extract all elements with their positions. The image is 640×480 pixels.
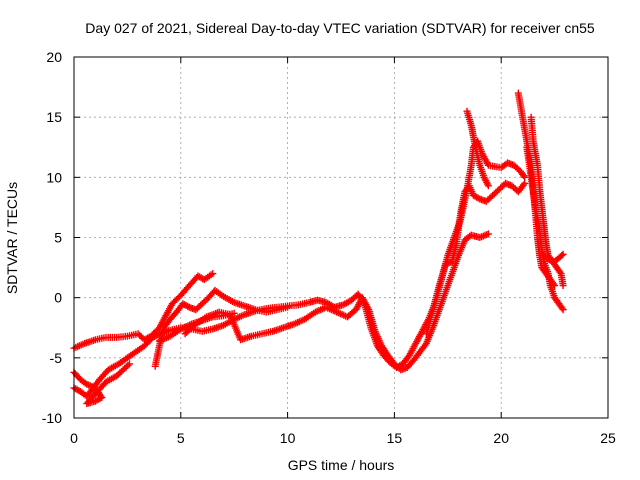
y-tick-label: 20 bbox=[46, 49, 62, 65]
series-markers bbox=[527, 113, 567, 290]
series-track-k bbox=[523, 143, 567, 314]
y-tick-label: 0 bbox=[54, 290, 62, 306]
y-tick-label: 5 bbox=[54, 230, 62, 246]
series-markers bbox=[540, 250, 567, 266]
x-tick-label: 5 bbox=[177, 430, 185, 446]
series-markers bbox=[422, 179, 529, 338]
series-markers bbox=[151, 286, 292, 370]
y-axis-title: SDTVAR / TECUs bbox=[4, 182, 20, 294]
y-tick-label: -5 bbox=[50, 350, 63, 366]
x-tick-label: 15 bbox=[387, 430, 403, 446]
x-tick-label: 25 bbox=[600, 430, 616, 446]
tick-layer: 0 5 10 15 20 25 -10 -5 0 5 10 15 20 bbox=[42, 49, 616, 446]
series-markers bbox=[181, 230, 492, 374]
x-tick-label: 10 bbox=[280, 430, 296, 446]
series-track-d bbox=[151, 286, 292, 370]
series-track-l bbox=[540, 250, 567, 266]
x-tick-label: 20 bbox=[493, 430, 509, 446]
x-axis-title: GPS time / hours bbox=[288, 457, 395, 473]
series-track-g bbox=[422, 179, 529, 338]
grid-layer bbox=[74, 57, 608, 418]
series-track-f bbox=[181, 230, 492, 374]
chart-title: Day 027 of 2021, Sidereal Day-to-day VTE… bbox=[85, 20, 595, 36]
y-tick-label: 10 bbox=[46, 169, 62, 185]
series-markers bbox=[523, 143, 567, 314]
x-tick-label: 0 bbox=[70, 430, 78, 446]
series-track-h bbox=[463, 107, 492, 190]
y-tick-label: -10 bbox=[42, 410, 62, 426]
series-markers bbox=[463, 107, 492, 190]
y-tick-label: 15 bbox=[46, 109, 62, 125]
series-track-j bbox=[527, 113, 567, 290]
